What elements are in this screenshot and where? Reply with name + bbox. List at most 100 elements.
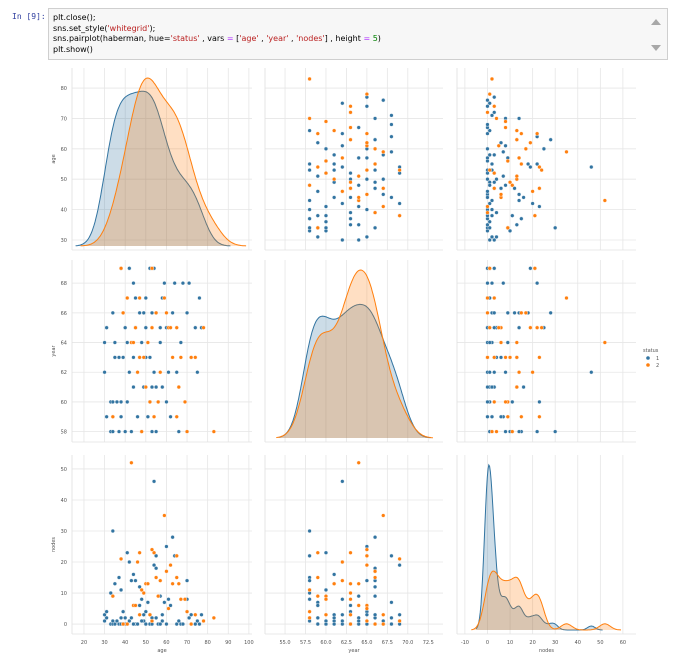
scatter-point-status-1 xyxy=(127,559,132,565)
x-tick-label: 80 xyxy=(204,640,210,646)
scatter-point-status-2 xyxy=(514,137,519,142)
scatter-point-status-1 xyxy=(512,310,517,315)
kde-fill-status-2 xyxy=(276,270,433,438)
scatter-point-status-1 xyxy=(147,355,153,360)
scatter-point-status-1 xyxy=(397,612,402,617)
scatter-point-status-1 xyxy=(372,612,378,617)
scatter-point-status-2 xyxy=(507,355,513,360)
scatter-point-status-2 xyxy=(381,149,386,154)
scatter-point-status-1 xyxy=(125,399,130,405)
code-token: [ xyxy=(233,34,240,43)
scatter-point-status-1 xyxy=(143,609,148,614)
scatter-point-status-2 xyxy=(348,110,353,115)
code-token: 'year' xyxy=(266,34,289,43)
scatter-point-status-1 xyxy=(332,615,337,620)
scatter-point-status-2 xyxy=(156,594,161,599)
scatter-point-status-2 xyxy=(356,603,361,608)
scatter-point-status-1 xyxy=(356,222,361,227)
scatter-point-status-1 xyxy=(143,295,148,301)
scatter-point-status-2 xyxy=(118,266,124,271)
scatter-point-status-1 xyxy=(498,414,504,419)
scatter-point-status-1 xyxy=(514,222,519,227)
scatter-point-status-1 xyxy=(505,310,510,315)
scatter-point-status-1 xyxy=(372,137,378,142)
scatter-point-status-2 xyxy=(602,198,607,203)
scatter-point-status-2 xyxy=(189,621,194,627)
scatter-point-status-1 xyxy=(381,98,386,103)
scatter-point-status-1 xyxy=(487,183,492,188)
scatter-point-status-1 xyxy=(548,137,553,142)
scatter-point-status-1 xyxy=(315,621,320,627)
scatter-point-status-2 xyxy=(364,131,369,136)
scatter-point-status-1 xyxy=(139,597,144,602)
scatter-point-status-1 xyxy=(114,399,120,405)
kde-fill-status-2 xyxy=(471,571,621,630)
scatter-point-status-1 xyxy=(521,384,526,390)
scatter-point-status-1 xyxy=(485,414,490,419)
scatter-point-status-1 xyxy=(589,370,594,375)
scatter-point-status-2 xyxy=(539,325,544,330)
scatter-point-status-2 xyxy=(532,213,537,218)
panel-age-vs-year xyxy=(264,68,443,251)
scatter-point-status-1 xyxy=(174,370,179,375)
scatter-point-status-1 xyxy=(129,615,134,620)
x-tick-label: 57.5 xyxy=(300,640,311,646)
scatter-point-status-1 xyxy=(193,621,198,627)
scatter-point-status-1 xyxy=(332,167,337,173)
scatter-point-status-1 xyxy=(389,621,394,627)
scatter-point-status-1 xyxy=(315,140,320,145)
y-axis-label: age xyxy=(51,154,57,163)
scatter-point-status-2 xyxy=(133,325,138,330)
scatter-point-status-1 xyxy=(176,429,181,434)
code-token: plt.close(); xyxy=(53,13,96,22)
scatter-point-status-2 xyxy=(510,429,515,434)
scroll-up-arrow-icon[interactable] xyxy=(651,19,661,25)
panel-age-vs-age: 30 40 50 60 70 80 age xyxy=(51,68,252,251)
scatter-point-status-1 xyxy=(158,621,163,627)
scroll-down-arrow-icon[interactable] xyxy=(651,45,661,51)
scatter-point-status-1 xyxy=(356,125,361,130)
scatter-point-status-1 xyxy=(160,612,165,617)
scatter-point-status-1 xyxy=(356,237,361,243)
scatter-point-status-1 xyxy=(133,578,138,583)
scatter-point-status-2 xyxy=(494,429,499,434)
scatter-point-status-2 xyxy=(168,563,173,568)
y-tick-label: 62 xyxy=(61,370,67,376)
code-token: 'whitegrid' xyxy=(107,23,150,33)
scatter-point-status-1 xyxy=(151,479,157,484)
scatter-point-status-1 xyxy=(162,600,167,605)
scatter-point-status-2 xyxy=(528,140,533,145)
scatter-point-status-1 xyxy=(110,618,115,624)
scatter-point-status-1 xyxy=(110,429,115,434)
scatter-point-status-1 xyxy=(364,234,369,240)
scatter-point-status-2 xyxy=(364,167,369,173)
scatter-point-status-2 xyxy=(514,355,519,360)
scatter-point-status-2 xyxy=(496,143,501,148)
scatter-point-status-1 xyxy=(151,370,157,375)
scatter-point-status-1 xyxy=(137,603,142,608)
scatter-point-status-1 xyxy=(323,621,329,627)
scatter-point-status-2 xyxy=(381,621,386,627)
code-line: plt.show() xyxy=(53,45,381,56)
code-cell[interactable]: plt.close(); sns.set_style('whitegrid'); s… xyxy=(48,8,668,60)
scatter-point-status-1 xyxy=(110,399,115,405)
scatter-point-status-2 xyxy=(485,210,490,215)
scatter-point-status-2 xyxy=(315,594,320,599)
scatter-point-status-2 xyxy=(340,155,345,161)
scatter-point-status-1 xyxy=(348,210,353,215)
scatter-point-status-2 xyxy=(487,167,492,173)
y-tick-label: 0 xyxy=(64,622,67,628)
scatter-point-status-2 xyxy=(372,146,378,151)
scatter-point-status-2 xyxy=(170,355,175,360)
scatter-point-status-1 xyxy=(487,237,492,243)
y-tick-label: 50 xyxy=(61,177,67,183)
scatter-point-status-1 xyxy=(116,575,122,580)
scatter-point-status-1 xyxy=(195,370,200,375)
scatter-point-status-2 xyxy=(201,618,206,624)
scatter-point-status-1 xyxy=(340,479,345,484)
scatter-point-status-1 xyxy=(184,310,190,315)
scatter-point-status-1 xyxy=(487,152,492,157)
code-editor[interactable]: plt.close(); sns.set_style('whitegrid'); s… xyxy=(53,13,381,55)
code-token: ] , height xyxy=(324,34,364,43)
